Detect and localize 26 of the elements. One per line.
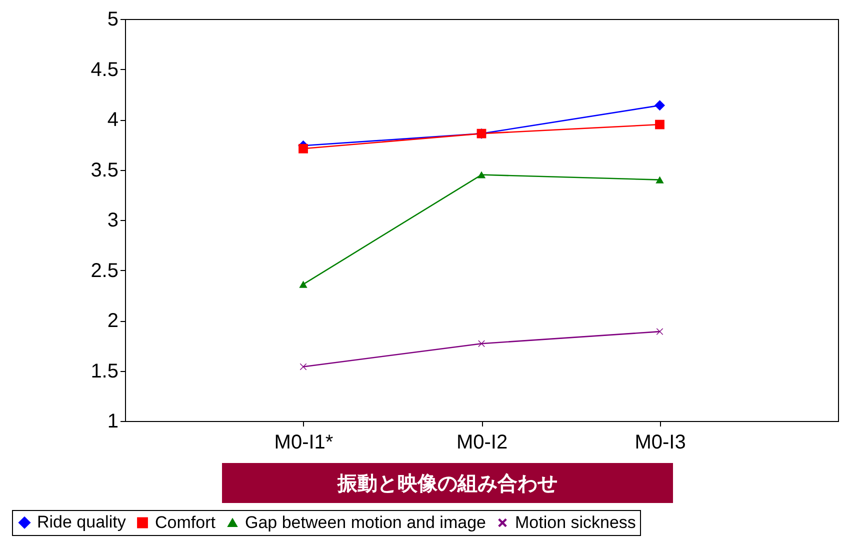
point (656, 176, 664, 184)
point (654, 100, 665, 111)
y-tick-label: 3.5 (90, 159, 118, 182)
y-tick-label: 1 (107, 410, 118, 432)
x-tick-label: M0-I1* (274, 432, 334, 454)
x-tick-label: M0-I3 (634, 432, 686, 454)
legend-label: Ride quality (37, 512, 126, 532)
y-tick-label: 3 (107, 210, 118, 232)
point (477, 171, 486, 178)
y-tick-label: 4 (107, 109, 118, 131)
y-tick-label: 1.5 (90, 360, 118, 382)
x-axis-title: 振動と映像の組み合わせ (222, 463, 673, 503)
legend-label: Gap between motion and image (245, 512, 486, 532)
point (478, 340, 485, 347)
point (656, 328, 664, 335)
legend-label: Comfort (155, 512, 216, 532)
point (299, 280, 308, 288)
y-tick-label: 4.5 (90, 58, 118, 81)
y-tick-label: 5 (107, 8, 118, 30)
point (300, 363, 307, 370)
point (298, 144, 308, 154)
y-tick-label: 2.5 (90, 260, 118, 282)
point (655, 120, 664, 130)
legend-label: Motion sickness (515, 512, 636, 532)
y-tick-label: 2 (107, 310, 118, 332)
x-tick-label: M0-I2 (456, 432, 508, 454)
